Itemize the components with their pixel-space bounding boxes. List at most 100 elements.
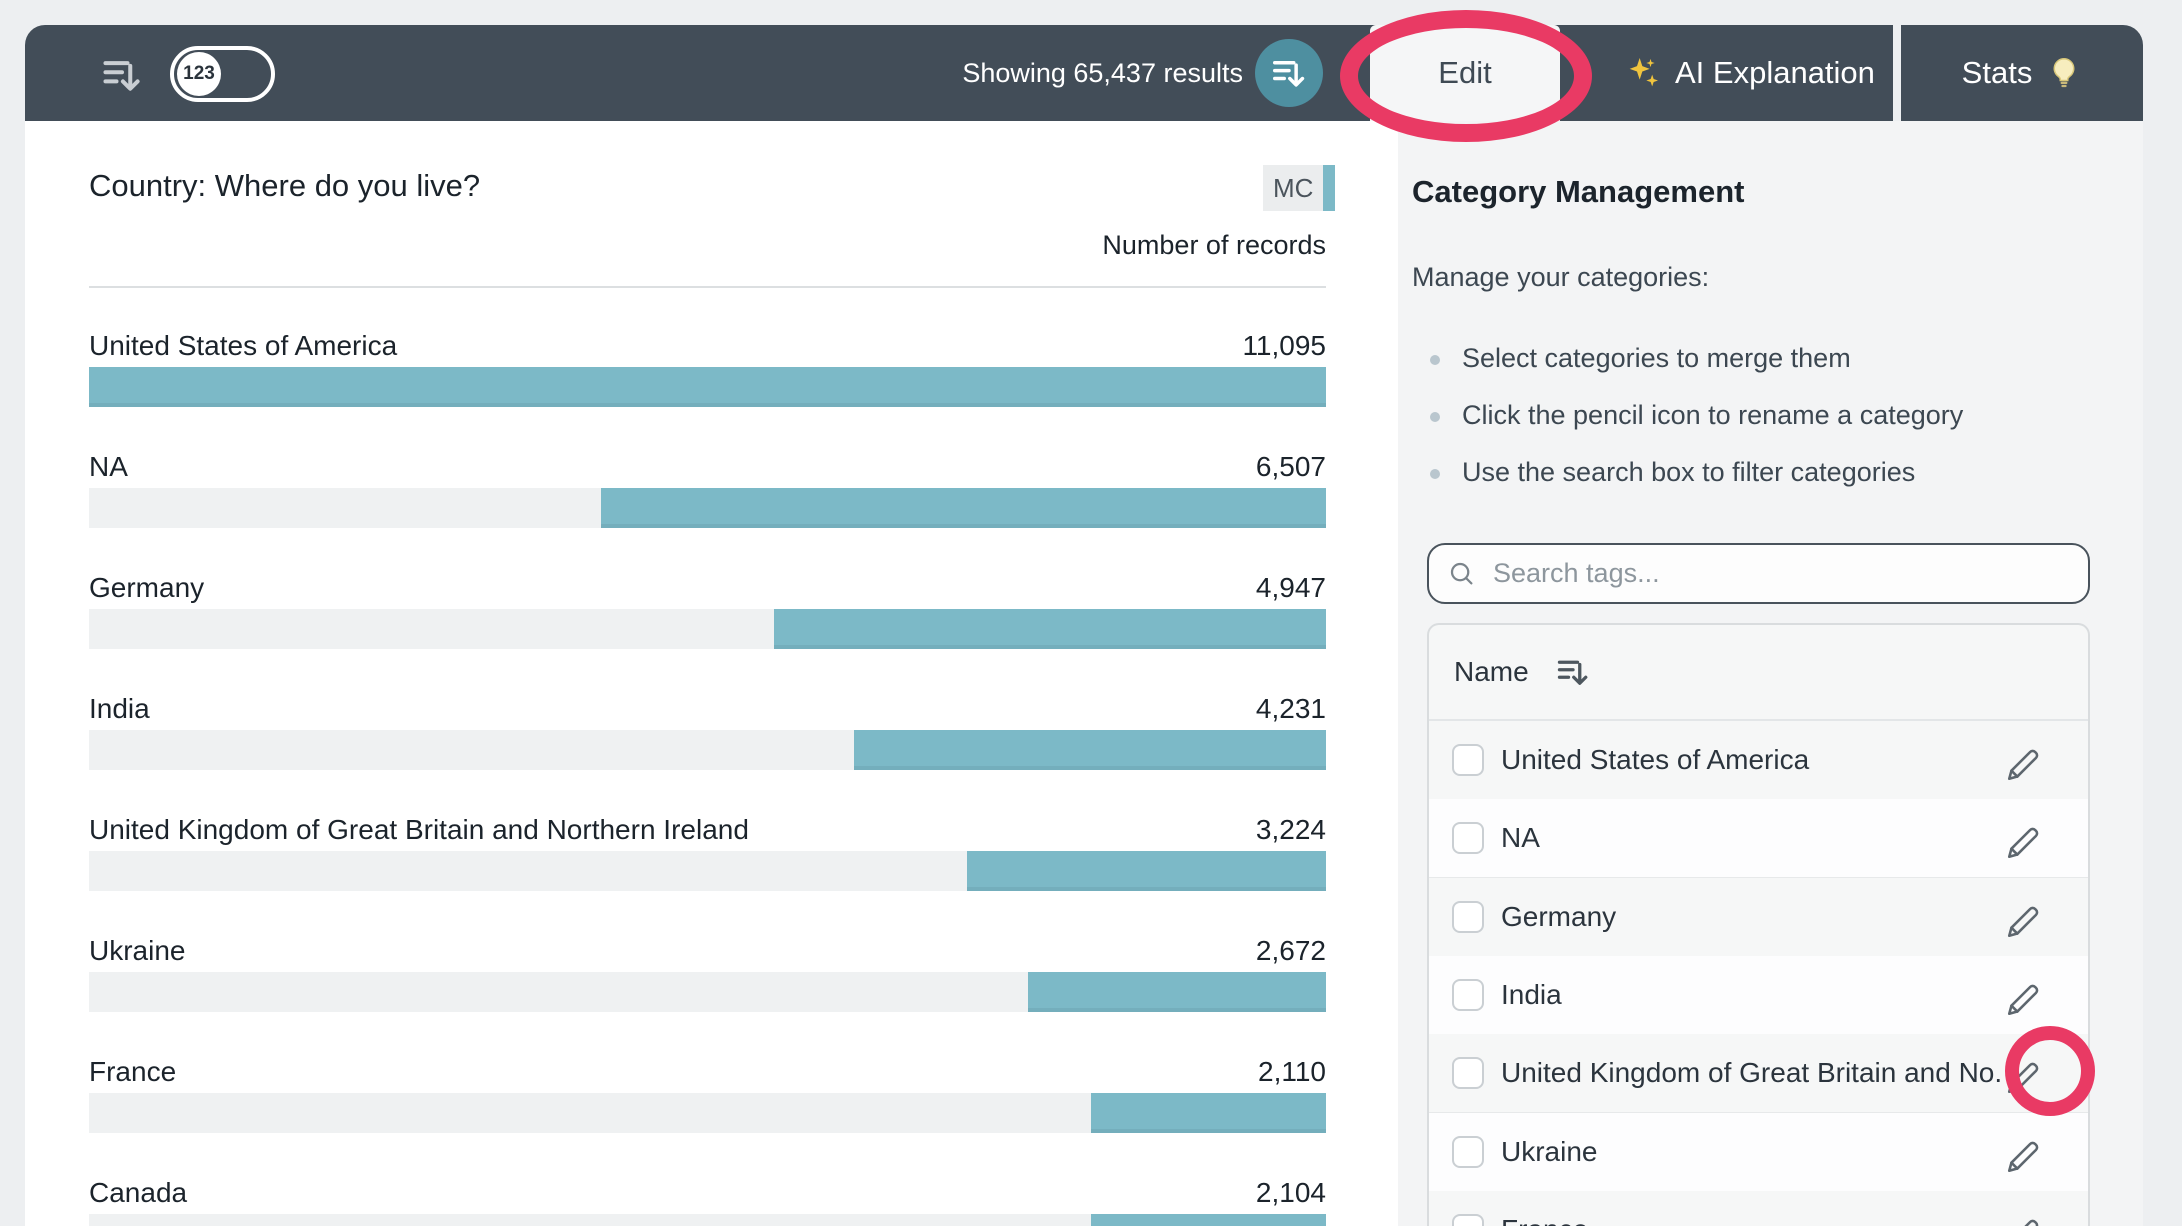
category-checkbox[interactable]: [1452, 1213, 1484, 1226]
chart-row: Germany 4,947: [89, 572, 1326, 649]
bar-fill[interactable]: [1091, 1214, 1326, 1226]
bar-value-label: 3,224: [1255, 814, 1326, 845]
category-row[interactable]: Germany: [1429, 877, 2088, 957]
bar-category-label: Ukraine: [89, 935, 186, 966]
chart-row: United Kingdom of Great Britain and Nort…: [89, 814, 1326, 891]
category-row[interactable]: Ukraine: [1429, 1112, 2088, 1192]
stats-label: Stats: [1961, 55, 2033, 90]
search-tags-input[interactable]: [1493, 558, 2070, 589]
category-checkbox[interactable]: [1452, 900, 1484, 933]
bar-value-label: 2,672: [1255, 935, 1326, 966]
rename-pencil-icon[interactable]: [2001, 821, 2039, 859]
lightbulb-icon: [2046, 55, 2082, 91]
bar-value-label: 11,095: [1242, 330, 1326, 361]
bar-track[interactable]: [89, 1093, 1326, 1133]
category-row[interactable]: NA: [1429, 799, 2088, 879]
category-row[interactable]: India: [1429, 955, 2088, 1035]
question-type-badge-accent: [1323, 165, 1336, 211]
bullet-dot: [1430, 412, 1440, 422]
question-type-badge-label: MC: [1263, 165, 1324, 211]
rename-pencil-icon[interactable]: [2001, 978, 2039, 1015]
bar-category-label: Germany: [89, 572, 205, 603]
bar-category-label: France: [89, 1056, 177, 1087]
category-name: France: [1501, 1214, 2001, 1226]
bar-fill[interactable]: [1028, 972, 1326, 1012]
category-name: Ukraine: [1501, 1135, 1598, 1167]
ai-explanation-button[interactable]: AI Explanation: [1623, 25, 1875, 121]
instructions-list: Select categories to merge them Click the…: [1412, 343, 1963, 514]
chart-panel: Country: Where do you live? MC Number of…: [25, 121, 1398, 1226]
category-name: Germany: [1501, 900, 1617, 932]
toolbar: 123 Showing 65,437 results Edit AI Expla…: [25, 25, 1893, 121]
category-checkbox[interactable]: [1452, 744, 1484, 776]
bar-category-label: Canada: [89, 1177, 188, 1208]
category-checkbox[interactable]: [1452, 978, 1484, 1011]
sort-results-button[interactable]: [1255, 39, 1323, 107]
stats-segment[interactable]: Stats: [1901, 25, 2143, 121]
highlight-circle-rename-pencil: [2005, 1026, 2095, 1116]
bar-track[interactable]: [89, 730, 1326, 770]
bar-track[interactable]: [89, 851, 1326, 891]
chart-row: United States of America 11,095: [89, 330, 1326, 407]
ai-explanation-label: AI Explanation: [1675, 55, 1875, 90]
sort-descending-icon[interactable]: [1555, 654, 1591, 690]
bar-category-label: United Kingdom of Great Britain and Nort…: [89, 814, 749, 845]
category-name: United States of America: [1501, 744, 1810, 775]
rename-pencil-icon[interactable]: [2001, 900, 2039, 937]
bullet-dot: [1430, 469, 1440, 479]
category-name: India: [1501, 978, 1562, 1010]
chart-row: India 4,231: [89, 693, 1326, 770]
name-column-header: Name: [1454, 656, 1529, 687]
instruction-item: Select categories to merge them: [1412, 343, 1963, 400]
instruction-text: Click the pencil icon to rename a catego…: [1462, 400, 1964, 430]
rename-pencil-icon[interactable]: [2001, 1213, 2039, 1226]
category-name: United Kingdom of Great Britain and No..…: [1501, 1057, 2001, 1089]
bar-track[interactable]: [89, 972, 1326, 1012]
categories-table: Name United States of America NA Germany…: [1427, 623, 2090, 1226]
bar-value-label: 2,104: [1255, 1177, 1326, 1208]
sort-descending-icon[interactable]: [100, 53, 144, 97]
categories-table-header[interactable]: Name: [1429, 625, 2088, 721]
rename-pencil-icon[interactable]: [2001, 1135, 2039, 1172]
bar-category-label: India: [89, 693, 150, 724]
bar-category-label: NA: [89, 451, 128, 482]
bar-track[interactable]: [89, 488, 1326, 528]
instruction-item: Click the pencil icon to rename a catego…: [1412, 400, 1963, 457]
bar-fill[interactable]: [854, 730, 1326, 770]
chart-row: Canada 2,104: [89, 1177, 1326, 1226]
chart-row: France 2,110: [89, 1056, 1326, 1133]
rename-pencil-icon[interactable]: [2001, 743, 2039, 781]
instruction-item: Use the search box to filter categories: [1412, 457, 1963, 514]
sparkles-icon: [1623, 53, 1663, 93]
category-row[interactable]: France: [1429, 1190, 2088, 1226]
bar-category-label: United States of America: [89, 330, 398, 361]
category-row[interactable]: United States of America: [1429, 721, 2088, 800]
bar-value-label: 2,110: [1258, 1056, 1326, 1087]
bar-track[interactable]: [89, 367, 1326, 407]
instruction-text: Use the search box to filter categories: [1462, 457, 1916, 487]
category-row[interactable]: United Kingdom of Great Britain and No..…: [1429, 1034, 2088, 1114]
chart-header-divider: [89, 286, 1326, 288]
instruction-text: Select categories to merge them: [1462, 343, 1851, 373]
numeric-display-toggle[interactable]: 123: [170, 46, 275, 102]
category-checkbox[interactable]: [1452, 1057, 1484, 1090]
panel-subtitle: Manage your categories:: [1412, 262, 1710, 292]
bar-fill[interactable]: [774, 609, 1326, 649]
bar-fill[interactable]: [89, 367, 1326, 407]
search-tags-box[interactable]: [1427, 543, 2090, 604]
bar-track[interactable]: [89, 609, 1326, 649]
bar-fill[interactable]: [601, 488, 1326, 528]
category-name: NA: [1501, 822, 1540, 854]
category-checkbox[interactable]: [1452, 822, 1484, 855]
chart-row: NA 6,507: [89, 451, 1326, 528]
chart-title: Country: Where do you live?: [89, 168, 481, 203]
bar-value-label: 6,507: [1255, 451, 1326, 482]
numeric-toggle-knob[interactable]: 123: [177, 52, 221, 96]
bar-value-label: 4,231: [1255, 693, 1326, 724]
chart-row: Ukraine 2,672: [89, 935, 1326, 1012]
bar-fill[interactable]: [967, 851, 1326, 891]
highlight-circle-edit: [1340, 10, 1592, 142]
bar-fill[interactable]: [1091, 1093, 1326, 1133]
bar-track[interactable]: [89, 1214, 1326, 1226]
category-checkbox[interactable]: [1452, 1135, 1484, 1168]
